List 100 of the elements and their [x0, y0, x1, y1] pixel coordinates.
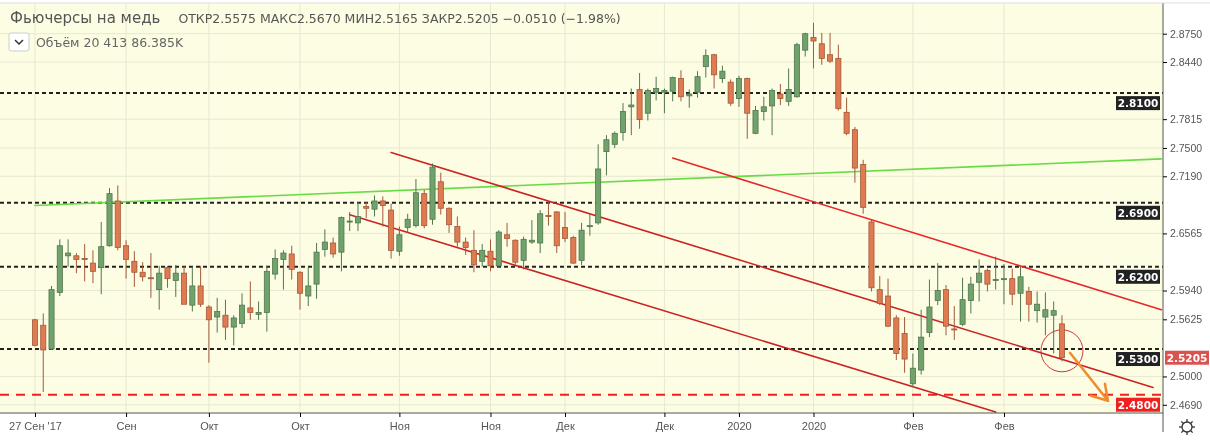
candlestick: [197, 265, 204, 308]
candlestick: [189, 266, 196, 313]
candlestick: [992, 256, 999, 291]
candlestick: [694, 70, 701, 99]
candlestick: [355, 201, 361, 232]
x-tick-label: Фев: [994, 419, 1015, 432]
candlestick: [653, 76, 660, 101]
x-tick-label: Окт: [291, 419, 310, 432]
y-tick-label: 2.5940: [1170, 284, 1203, 297]
candlestick: [678, 69, 684, 102]
candlestick: [727, 78, 734, 107]
candlestick: [644, 88, 651, 122]
candlestick: [967, 276, 974, 314]
candlestick: [98, 221, 105, 295]
candlestick: [205, 304, 212, 364]
y-tick-label: 2.8440: [1170, 55, 1203, 68]
x-tick-label: Дек: [556, 419, 575, 432]
candlestick: [371, 194, 378, 217]
candlestick: [777, 83, 784, 106]
candlestick: [976, 258, 983, 302]
annotation: 2.5205: [1166, 351, 1208, 364]
candlestick: [504, 222, 511, 248]
candlestick: [620, 102, 626, 142]
candlestick: [1034, 290, 1041, 324]
y-tick-label: 2.6565: [1170, 227, 1203, 240]
candlestick: [735, 75, 742, 108]
ref-line-label: 2.6200: [1117, 270, 1159, 283]
candlestick: [528, 219, 535, 245]
text: ОТКР2.5575 МАКС2.5670 МИН2.5165 ЗАКР2.5205 −0.0510 (−1.98%): [178, 11, 621, 26]
candlestick: [876, 275, 883, 306]
y-tick-label: 2.8750: [1170, 27, 1203, 40]
candlestick: [586, 213, 593, 237]
ref-line-label: 2.6900: [1117, 206, 1159, 219]
x-tick-label: Окт: [200, 419, 219, 432]
x-tick-label: 2020: [801, 419, 827, 432]
candlestick: [760, 96, 767, 122]
candlestick: [89, 249, 96, 284]
candlestick: [603, 134, 610, 176]
candlestick: [628, 88, 635, 136]
candlestick: [305, 267, 312, 307]
candlestick: [951, 305, 958, 341]
candlestick: [156, 265, 163, 311]
candlestick: [214, 297, 221, 334]
candlestick: [239, 292, 245, 329]
candlestick: [172, 264, 179, 298]
candlestick: [512, 238, 519, 266]
x-tick-label: Ноя: [389, 419, 410, 432]
candlestick: [330, 237, 337, 259]
candlestick: [123, 239, 130, 280]
candlestick: [843, 97, 850, 136]
candlestick: [396, 226, 403, 257]
candlestick: [785, 67, 792, 107]
candlestick: [379, 195, 386, 228]
x-tick-label: Сен: [116, 419, 137, 432]
candlestick: [487, 238, 494, 272]
candlestick: [280, 249, 287, 291]
x-tick-label: 2020: [727, 419, 752, 432]
candlestick: [1025, 286, 1032, 323]
candlestick: [272, 248, 279, 281]
candlestick: [230, 314, 237, 346]
candlestick: [288, 245, 295, 281]
candlestick: [1001, 263, 1007, 305]
candlestick: [1009, 268, 1016, 306]
candlestick: [752, 105, 759, 135]
candlestick: [164, 265, 171, 289]
x-tick-label: Фев: [903, 419, 924, 432]
chart-title: Фьючерсы на медь: [10, 9, 161, 27]
candlestick: [147, 252, 154, 299]
candlestick: [818, 32, 825, 66]
x-tick-label: Ноя: [480, 419, 502, 432]
candlestick: [562, 211, 568, 243]
candlestick: [545, 201, 552, 227]
y-tick-label: 2.5000: [1170, 370, 1203, 383]
candlestick: [404, 213, 411, 234]
candlestick: [1017, 266, 1024, 323]
x-tick-label: 27 Сен '17: [9, 419, 62, 432]
y-tick-label: 2.7190: [1170, 170, 1203, 183]
annotation: Объём 20 413 86.385K: [36, 35, 184, 50]
y-tick-label: 2.4690: [1170, 398, 1203, 411]
ref-line-label: 2.4800: [1117, 398, 1159, 411]
candlestick: [65, 238, 72, 268]
candlestick: [470, 229, 477, 273]
y-tick-label: 2.7500: [1170, 141, 1203, 154]
ref-line-label: 2.8100: [1117, 97, 1159, 110]
candlestick: [520, 236, 527, 271]
candlestick: [711, 53, 718, 90]
candlestick: [297, 270, 303, 311]
candlestick: [321, 228, 328, 258]
ref-line-label: 2.5300: [1117, 353, 1159, 366]
candlestick: [934, 262, 941, 306]
y-tick-label: 2.5625: [1170, 313, 1203, 326]
candlestick: [810, 22, 817, 69]
candlestick: [446, 206, 453, 234]
candlestick: [827, 32, 834, 64]
candlestick: [769, 88, 776, 136]
candlestick: [686, 88, 693, 109]
x-tick-label: Дек: [655, 419, 675, 432]
candlestick: [255, 301, 262, 321]
candlestick: [984, 268, 991, 292]
candlestick: [479, 243, 486, 268]
